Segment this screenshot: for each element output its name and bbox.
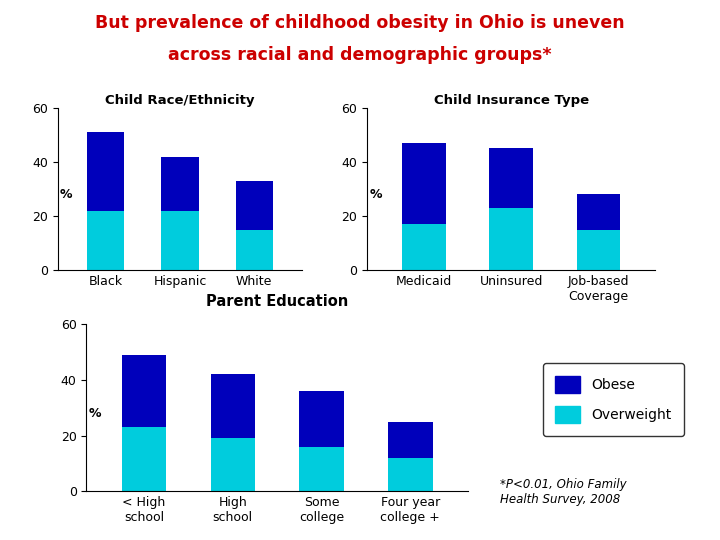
- Bar: [490, 208, 533, 270]
- Text: %: %: [60, 188, 72, 201]
- Bar: [211, 438, 255, 491]
- Bar: [87, 132, 125, 211]
- Bar: [490, 148, 533, 208]
- Bar: [235, 230, 273, 270]
- Title: Child Race/Ethnicity: Child Race/Ethnicity: [105, 94, 255, 107]
- Bar: [300, 391, 343, 447]
- Bar: [161, 211, 199, 270]
- Bar: [300, 447, 343, 491]
- Title: Child Insurance Type: Child Insurance Type: [433, 94, 589, 107]
- Bar: [87, 211, 125, 270]
- Bar: [161, 157, 199, 211]
- Bar: [122, 355, 166, 427]
- Bar: [577, 194, 621, 230]
- Bar: [235, 181, 273, 230]
- Bar: [402, 224, 446, 270]
- Text: %: %: [370, 188, 382, 201]
- Bar: [577, 230, 621, 270]
- Bar: [211, 374, 255, 438]
- Text: across racial and demographic groups*: across racial and demographic groups*: [168, 46, 552, 64]
- Text: *P<0.01, Ohio Family
Health Survey, 2008: *P<0.01, Ohio Family Health Survey, 2008: [500, 478, 627, 506]
- Bar: [402, 143, 446, 224]
- Bar: [388, 458, 433, 491]
- Bar: [122, 427, 166, 491]
- Text: Parent Education: Parent Education: [206, 294, 348, 309]
- Legend: Obese, Overweight: Obese, Overweight: [543, 363, 684, 436]
- Text: %: %: [89, 407, 102, 420]
- Bar: [388, 422, 433, 458]
- Text: But prevalence of childhood obesity in Ohio is uneven: But prevalence of childhood obesity in O…: [95, 14, 625, 31]
